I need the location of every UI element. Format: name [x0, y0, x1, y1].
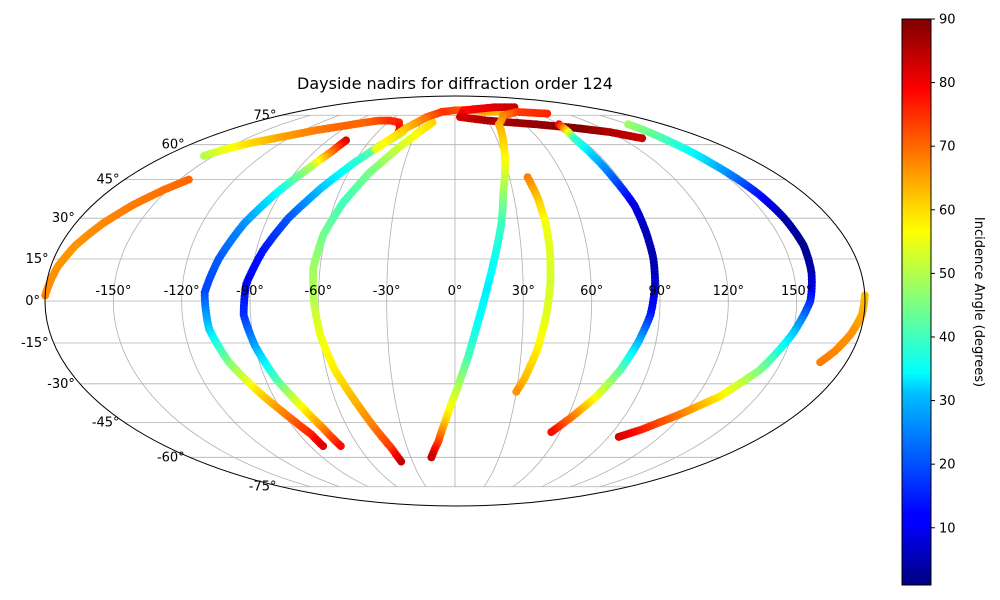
colorbar-tick-label: 30 [939, 394, 956, 409]
longitude-tick-label: 0° [448, 284, 463, 299]
latitude-tick-label: -45° [92, 415, 120, 430]
longitude-tick-label: -150° [95, 284, 131, 299]
longitude-tick-label: -120° [164, 284, 200, 299]
colorbar-tick-label: 10 [939, 521, 956, 536]
data-point [614, 432, 623, 441]
colorbar-tick-label: 50 [939, 267, 956, 282]
longitude-tick-label: 120° [713, 284, 744, 299]
colorbar-ticks: 10 20 30 40 50 60 70 80 90 [931, 13, 956, 536]
data-point [816, 358, 825, 367]
latitude-tick-label: 45° [97, 173, 120, 188]
data-point [371, 145, 380, 154]
data-point [638, 134, 647, 143]
latitude-tick-label: -15° [21, 336, 49, 351]
longitude-tick-label: -90° [236, 284, 264, 299]
colorbar-tick-label: 70 [939, 140, 956, 155]
latitude-tick-label: -60° [157, 450, 185, 465]
colorbar-tick-label: 90 [939, 13, 956, 28]
longitude-tick-label: -30° [373, 284, 401, 299]
colorbar-tick-label: 60 [939, 203, 956, 218]
latitude-tick-label: 30° [52, 211, 75, 226]
map-boundary [44, 95, 866, 507]
colorbar [901, 18, 932, 586]
longitude-tick-label: 90° [648, 284, 671, 299]
data-point [397, 457, 406, 466]
latitude-tick-label: 75° [253, 108, 276, 123]
latitude-tick-label: 15° [26, 252, 49, 267]
longitude-tick-label: -60° [304, 284, 332, 299]
latitude-tick-label: -30° [47, 377, 75, 392]
data-point [319, 442, 328, 451]
colorbar-tick-label: 20 [939, 458, 956, 473]
latitude-tick-label: -75° [249, 480, 277, 495]
latitude-tick-label: 60° [162, 138, 185, 153]
colorbar-tick-label: 40 [939, 330, 956, 345]
data-point [184, 175, 193, 184]
data-points [41, 103, 869, 466]
graticule [45, 114, 865, 488]
data-point [512, 387, 521, 396]
tick-labels: -150° -120° -90° -60° -30° 0° 30° 60° 90° 120° 150… [21, 108, 812, 494]
longitude-tick-label: 60° [580, 284, 603, 299]
latitude-tick-label: 0° [25, 294, 40, 309]
data-point [547, 428, 556, 437]
colorbar-label: Incidence Angle (degrees) [971, 217, 986, 387]
data-point [427, 453, 436, 462]
chart-title: Dayside nadirs for diffraction order 124 [297, 74, 613, 93]
longitude-tick-label: 30° [512, 284, 535, 299]
longitude-tick-label: 150° [781, 284, 812, 299]
colorbar-tick-label: 80 [939, 76, 956, 91]
data-point [336, 442, 345, 451]
